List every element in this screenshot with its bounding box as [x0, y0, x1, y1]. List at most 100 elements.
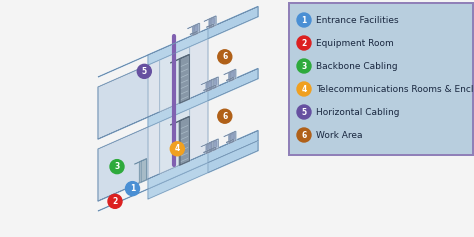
Polygon shape	[208, 7, 258, 39]
Polygon shape	[194, 23, 200, 35]
Polygon shape	[230, 139, 233, 143]
Polygon shape	[209, 85, 216, 88]
Polygon shape	[226, 77, 233, 81]
Polygon shape	[224, 131, 236, 137]
Polygon shape	[229, 77, 233, 81]
Text: 1: 1	[301, 15, 307, 24]
Circle shape	[297, 59, 311, 73]
Text: 6: 6	[301, 131, 307, 140]
Polygon shape	[207, 143, 211, 151]
Text: 4: 4	[301, 85, 307, 94]
Polygon shape	[98, 100, 208, 201]
Polygon shape	[213, 147, 216, 150]
Polygon shape	[208, 131, 258, 163]
Polygon shape	[98, 68, 258, 139]
Circle shape	[297, 128, 311, 142]
Polygon shape	[213, 85, 216, 89]
Polygon shape	[207, 81, 211, 89]
Text: 2: 2	[301, 38, 307, 47]
Text: Work Area: Work Area	[316, 131, 363, 140]
Polygon shape	[208, 141, 258, 173]
Polygon shape	[193, 25, 198, 33]
Polygon shape	[148, 7, 258, 65]
Polygon shape	[229, 139, 233, 143]
Polygon shape	[207, 150, 210, 153]
Polygon shape	[204, 16, 216, 21]
Polygon shape	[208, 141, 213, 153]
Polygon shape	[160, 109, 190, 174]
Polygon shape	[148, 141, 258, 199]
Text: 6: 6	[222, 52, 228, 61]
Polygon shape	[98, 39, 208, 139]
Polygon shape	[98, 127, 148, 201]
Polygon shape	[230, 77, 233, 81]
Polygon shape	[98, 65, 148, 139]
Polygon shape	[194, 32, 197, 35]
Polygon shape	[212, 85, 216, 89]
Text: 4: 4	[175, 144, 180, 153]
Polygon shape	[209, 147, 216, 150]
Polygon shape	[206, 79, 213, 91]
Text: 1: 1	[130, 184, 135, 193]
Text: 2: 2	[112, 197, 118, 206]
Polygon shape	[206, 77, 218, 82]
Polygon shape	[212, 141, 217, 149]
Circle shape	[110, 160, 124, 174]
Polygon shape	[139, 159, 146, 183]
Polygon shape	[213, 77, 218, 88]
Polygon shape	[213, 139, 218, 150]
Circle shape	[137, 64, 151, 78]
Circle shape	[297, 105, 311, 119]
Polygon shape	[207, 87, 210, 91]
Polygon shape	[203, 150, 210, 153]
Polygon shape	[229, 69, 236, 82]
Polygon shape	[229, 133, 234, 141]
Polygon shape	[229, 71, 234, 79]
Polygon shape	[201, 79, 213, 85]
Polygon shape	[211, 139, 218, 151]
Polygon shape	[180, 117, 189, 165]
Polygon shape	[208, 87, 210, 91]
Text: 5: 5	[301, 108, 307, 117]
Text: 3: 3	[301, 61, 307, 70]
Polygon shape	[170, 55, 189, 63]
Text: Backbone Cabling: Backbone Cabling	[316, 61, 398, 70]
Polygon shape	[193, 32, 197, 35]
Polygon shape	[226, 139, 233, 142]
Polygon shape	[231, 131, 236, 143]
FancyBboxPatch shape	[288, 2, 474, 156]
Text: 5: 5	[142, 67, 147, 76]
FancyBboxPatch shape	[290, 4, 472, 154]
Polygon shape	[170, 117, 189, 125]
Polygon shape	[98, 131, 258, 201]
Polygon shape	[148, 131, 258, 189]
Polygon shape	[179, 117, 189, 165]
Circle shape	[218, 109, 232, 123]
Polygon shape	[192, 23, 200, 35]
Polygon shape	[208, 79, 213, 91]
Polygon shape	[224, 69, 236, 75]
Polygon shape	[208, 68, 258, 100]
Text: 3: 3	[114, 162, 119, 171]
Text: Telecommunications Rooms & Enclosure: Telecommunications Rooms & Enclosure	[316, 85, 474, 94]
Polygon shape	[212, 147, 216, 151]
Polygon shape	[179, 55, 189, 103]
Text: Horizontal Cabling: Horizontal Cabling	[316, 108, 400, 117]
Polygon shape	[231, 69, 236, 81]
Polygon shape	[98, 7, 258, 77]
Text: Equipment Room: Equipment Room	[316, 38, 394, 47]
Polygon shape	[190, 32, 197, 35]
Polygon shape	[208, 150, 210, 153]
Polygon shape	[188, 23, 200, 29]
Polygon shape	[148, 68, 258, 127]
Polygon shape	[135, 159, 146, 164]
Circle shape	[218, 50, 232, 64]
Polygon shape	[212, 79, 217, 87]
Polygon shape	[229, 131, 236, 143]
Polygon shape	[206, 141, 213, 154]
Polygon shape	[211, 16, 216, 27]
Polygon shape	[210, 24, 213, 28]
Circle shape	[126, 182, 139, 196]
Circle shape	[108, 194, 122, 208]
Polygon shape	[142, 159, 146, 182]
